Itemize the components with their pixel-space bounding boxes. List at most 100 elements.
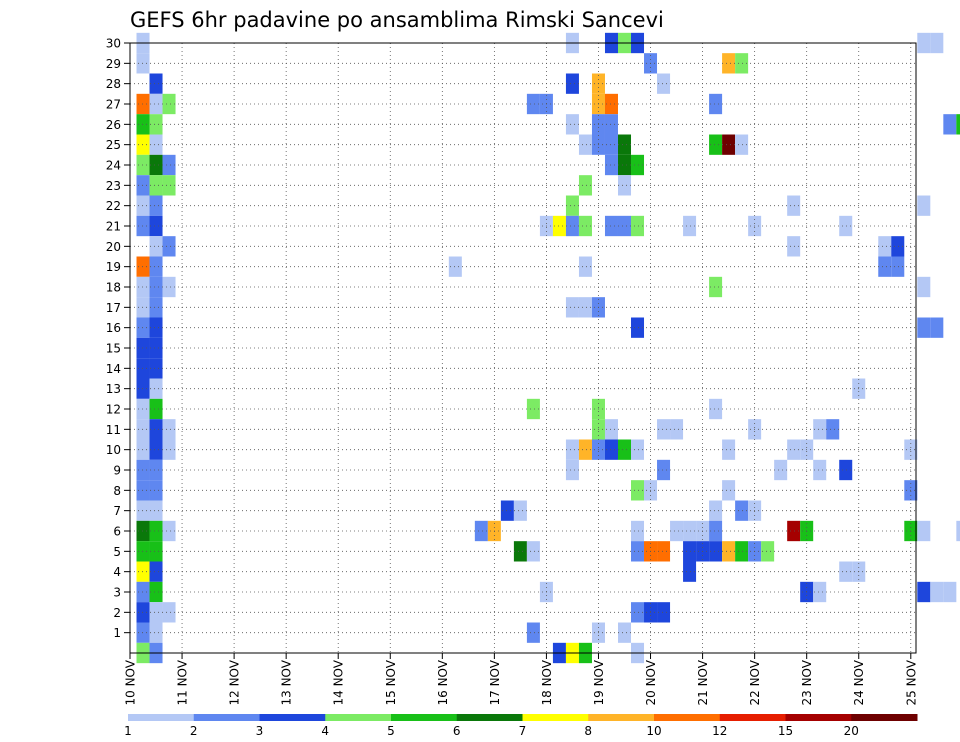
x-tick-label: 10 NOV: [124, 659, 138, 705]
colorbar-label: 20: [844, 724, 859, 738]
y-tick-label: 17: [106, 301, 121, 315]
heatmap-cell: [565, 73, 579, 94]
x-tick-label: 16 NOV: [436, 659, 450, 705]
heatmap-cell: [683, 215, 697, 237]
heatmap-cell: [136, 602, 150, 623]
heatmap-cell: [683, 561, 697, 582]
x-tick-label: 13 NOV: [280, 659, 294, 705]
heatmap-cell: [787, 195, 801, 216]
heatmap-cell: [565, 297, 579, 318]
heatmap-cell: [136, 276, 150, 298]
y-tick-label: 26: [106, 118, 121, 132]
x-axis: 10 NOV 11 NOV 12 NOV 13 NOV 14 NOV 15 NOV 16 N…: [124, 653, 918, 706]
colorbar-swatch: [851, 714, 918, 721]
heatmap-cell: [722, 439, 736, 460]
x-tick-label: 14 NOV: [332, 659, 346, 705]
heatmap-cell: [136, 500, 150, 521]
heatmap-cell: [149, 276, 163, 298]
heatmap-cell: [136, 561, 150, 582]
heatmap-cell: [735, 541, 749, 562]
heatmap-cell: [631, 520, 645, 542]
heatmap-cell: [774, 459, 788, 481]
heatmap-cell: [604, 114, 618, 135]
heatmap-cell: [162, 236, 176, 257]
y-tick-label: 18: [106, 281, 121, 295]
heatmap-cell: [657, 602, 671, 623]
heatmap-cell: [618, 154, 632, 176]
heatmap-cell: [149, 73, 163, 94]
colorbar-swatch: [654, 714, 721, 721]
heatmap-cell: [670, 419, 684, 440]
x-tick-label: 21 NOV: [696, 659, 710, 705]
x-tick-label: 11 NOV: [176, 659, 190, 705]
heatmap-cell: [149, 236, 163, 257]
y-tick-label: 27: [106, 98, 121, 112]
colorbar-label: 4: [321, 724, 329, 738]
heatmap-cell: [136, 398, 150, 420]
heatmap-cell: [735, 134, 749, 155]
heatmap-cell: [578, 215, 592, 237]
heatmap-cell: [136, 581, 150, 603]
heatmap-cell: [578, 439, 592, 460]
heatmap-cell: [604, 154, 618, 176]
heatmap-cell: [709, 134, 723, 155]
heatmap-cell: [149, 114, 163, 135]
colorbar-label: 12: [712, 724, 727, 738]
heatmap-cell: [956, 520, 960, 542]
heatmap-cell: [136, 134, 150, 155]
heatmap-cell: [930, 581, 944, 603]
heatmap-cell: [917, 317, 931, 338]
heatmap-cell: [709, 276, 723, 298]
heatmap-cell: [657, 73, 671, 94]
heatmap-cell: [722, 480, 736, 501]
heatmap-cell: [149, 622, 163, 643]
colorbar-swatch: [391, 714, 458, 721]
y-tick-label: 25: [106, 138, 121, 152]
heatmap-cell: [162, 419, 176, 440]
y-tick-label: 29: [106, 57, 121, 71]
heatmap-cell: [631, 215, 645, 237]
heatmap-cell: [149, 134, 163, 155]
heatmap-cell: [787, 520, 801, 542]
colorbar-label: 2: [190, 724, 198, 738]
y-tick-label: 30: [106, 37, 121, 51]
colorbar-swatch: [128, 714, 195, 721]
y-tick-label: 19: [106, 260, 121, 274]
grid-lines: [130, 43, 916, 653]
heatmap-cell: [136, 195, 150, 216]
y-tick-label: 10: [106, 443, 121, 457]
heatmap-cell: [839, 215, 853, 237]
heatmap-cell: [631, 480, 645, 501]
heatmap-cell: [604, 439, 618, 460]
heatmap-cell: [149, 398, 163, 420]
heatmap-cell: [162, 520, 176, 542]
heatmap-cell: [136, 114, 150, 135]
heatmap-cell: [930, 317, 944, 338]
heatmap-cell: [761, 541, 775, 562]
heatmap-cell: [657, 459, 671, 481]
heatmap-cell: [565, 439, 579, 460]
heatmap-cell: [136, 256, 150, 277]
colorbar-label: 15: [778, 724, 793, 738]
heatmap-cell: [917, 32, 931, 54]
heatmap-cell: [136, 297, 150, 318]
heatmap-cell: [683, 520, 697, 542]
heatmap-cell: [565, 459, 579, 481]
heatmap-cell: [604, 134, 618, 155]
heatmap-cell: [149, 439, 163, 460]
heatmap-cell: [136, 175, 150, 196]
heatmap-cell: [891, 236, 905, 257]
heatmap-cell: [149, 175, 163, 196]
y-tick-label: 6: [113, 525, 121, 539]
y-tick-label: 8: [113, 484, 121, 498]
heatmap-cell: [631, 602, 645, 623]
y-tick-label: 24: [106, 159, 121, 173]
heatmap-cell: [722, 134, 736, 155]
x-tick-label: 18 NOV: [540, 659, 554, 705]
heatmap-cell: [826, 419, 840, 440]
heatmap-cell: [162, 602, 176, 623]
heatmap-cell: [149, 256, 163, 277]
colorbar: 1 2 3 4 5 6 7 8 10 12 15 20: [124, 714, 918, 738]
heatmap-cell: [149, 419, 163, 440]
